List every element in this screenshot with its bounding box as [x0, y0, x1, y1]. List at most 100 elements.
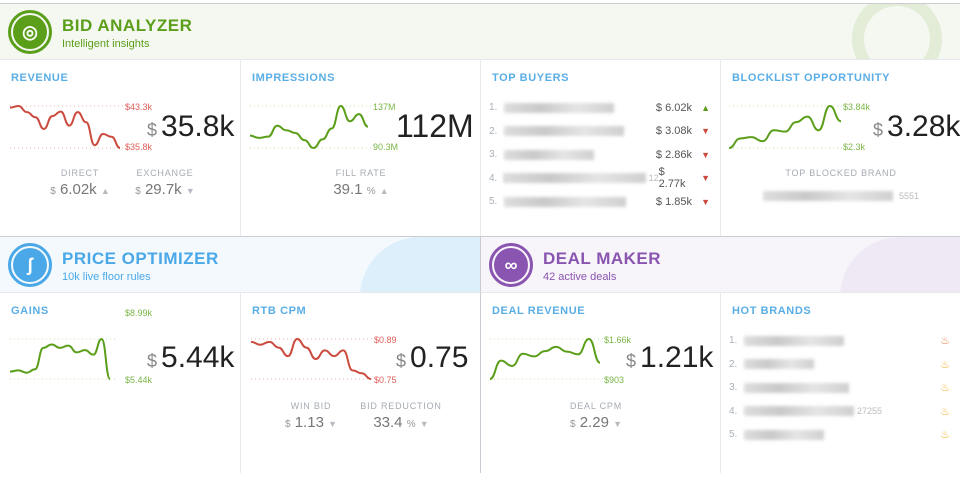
deal-revenue-sparkline [489, 337, 608, 380]
buyer-amount: $ 2.77k [658, 166, 686, 191]
buyer-name-redacted [504, 126, 624, 137]
brand-rank: 4. [729, 405, 738, 417]
buyer-row[interactable]: 5. $ 1.85k ▼ [489, 190, 710, 214]
gains-min: $5.44k [125, 375, 153, 385]
blocklist-min: $2.3k [843, 142, 866, 152]
deal-revenue-value: $1.21k [626, 341, 714, 374]
hot-brands-title: HOT BRANDS [732, 305, 812, 317]
brand-name-redacted [744, 359, 814, 370]
buyer-amount: $ 1.85k [655, 195, 692, 208]
gains-sparkline [9, 337, 118, 380]
buyer-rank: 4. [489, 172, 498, 184]
brand-rank: 1. [729, 335, 738, 347]
impressions-title: IMPRESSIONS [252, 72, 336, 84]
rtb-cpm-sparkline [250, 337, 379, 380]
deal-maker-watermark [840, 237, 960, 292]
direct-stat: DIRECT $ 6.02k ▲ [50, 168, 110, 198]
fire-icon: ♨ [940, 335, 950, 348]
brand-row[interactable]: 2. ♨ [729, 353, 950, 377]
buyer-row[interactable]: 1. $ 6.02k ▲ [489, 96, 710, 120]
top-buyers-list: 1. $ 6.02k ▲ 2. $ 3.08k ▼ 3. $ 2.86k ▼ 4. 12 $ 2.77… [489, 96, 710, 214]
buyer-rank: 5. [489, 196, 498, 208]
bid-analyzer-header: ◎ BID ANALYZER Intelligent insights [0, 3, 960, 60]
bid-analyzer-title: BID ANALYZER [62, 16, 193, 35]
impressions-card: IMPRESSIONS 137M 90.3M 112M FILL RATE 39.… [241, 60, 481, 236]
deal-maker-header: ∞ DEAL MAKER 42 active deals [481, 236, 960, 293]
gains-title: GAINS [11, 305, 49, 317]
brand-row[interactable]: 4. 27255 ♨ [729, 400, 950, 424]
revenue-card: REVENUE $43.3k $35.8k $35.8k DIRECT $ 6.0… [0, 60, 241, 236]
revenue-sparkline [9, 104, 128, 149]
fire-icon: ♨ [940, 429, 950, 442]
blocklist-sparkline [728, 104, 849, 149]
sparkline-path [489, 337, 601, 380]
brand-row[interactable]: 3. ♨ [729, 376, 950, 400]
up-arrow-icon: ▲ [379, 186, 389, 196]
sparkline-path [9, 104, 121, 149]
top-buyers-title: TOP BUYERS [492, 72, 570, 84]
buyer-row[interactable]: 3. $ 2.86k ▼ [489, 143, 710, 167]
trend-down-icon: ▼ [701, 173, 710, 184]
price-optimizer-title: PRICE OPTIMIZER [62, 249, 219, 268]
brand-rank: 3. [729, 382, 738, 394]
buyer-name-redacted [503, 173, 646, 184]
rtb-cpm-max: $0.89 [374, 335, 397, 345]
up-arrow-icon: ▲ [100, 186, 110, 196]
sparkline-path [728, 104, 842, 149]
top-buyers-card: TOP BUYERS 1. $ 6.02k ▲ 2. $ 3.08k ▼ 3. $ 2.86k… [481, 60, 721, 236]
buyer-rank: 3. [489, 149, 498, 161]
hot-brands-card: HOT BRANDS 1. ♨ 2. ♨ 3. ♨ 4. 27255 ♨ 5. ♨ [721, 293, 960, 473]
buyer-name-redacted [504, 102, 614, 113]
deal-revenue-min: $903 [604, 375, 625, 385]
sparkline-path [9, 337, 111, 380]
buyer-amount: $ 2.86k [655, 148, 692, 161]
blocklist-max: $3.84k [843, 102, 871, 112]
rtb-cpm-value: $0.75 [396, 341, 469, 374]
exchange-stat: EXCHANGE $ 29.7k ▼ [135, 168, 195, 198]
top-blocked-brand: TOP BLOCKED BRAND 5551 [741, 168, 941, 208]
sparkline-path [249, 104, 369, 150]
down-arrow-icon: ▼ [185, 186, 195, 196]
fill-rate-stat: FILL RATE 39.1 % ▲ [333, 168, 389, 198]
bid-reduction-stat: BID REDUCTION 33.4 % ▼ [360, 401, 442, 431]
down-arrow-icon: ▼ [328, 419, 338, 429]
revenue-title: REVENUE [11, 72, 69, 84]
brand-row[interactable]: 1. ♨ [729, 329, 950, 353]
rtb-cpm-card: RTB CPM $0.89 $0.75 $0.75 WIN BID $ 1.13 … [241, 293, 481, 473]
impressions-sparkline [249, 104, 376, 150]
rtb-cpm-title: RTB CPM [252, 305, 307, 317]
brand-suffix: 27255 [857, 406, 883, 417]
trend-up-icon: ▲ [701, 102, 710, 113]
brand-rank: 2. [729, 358, 738, 370]
brand-name-redacted [744, 429, 824, 440]
buyer-amount: $ 6.02k [655, 101, 692, 114]
gains-value: $5.44k [147, 341, 235, 374]
deal-maker-logo-icon: ∞ [489, 243, 533, 287]
buyer-name-redacted [504, 196, 626, 207]
deal-revenue-card: DEAL REVENUE $1.66k $903 $1.21k DEAL CPM… [481, 293, 721, 473]
gains-card: GAINS $8.99k $5.44k $5.44k [0, 293, 241, 473]
buyer-row[interactable]: 4. 12 $ 2.77k ▼ [489, 166, 710, 191]
deal-cpm-stat: DEAL CPM $ 2.29 ▼ [569, 401, 623, 431]
bid-analyzer-watermark-icon [852, 4, 942, 59]
fire-icon: ♨ [940, 382, 950, 395]
revenue-max: $43.3k [125, 102, 153, 112]
blocklist-value: $3.28k [873, 110, 960, 143]
brand-rank: 5. [729, 429, 738, 441]
fire-icon: ♨ [940, 405, 950, 418]
rtb-cpm-min: $0.75 [374, 375, 397, 385]
deal-maker-subtitle: 42 active deals [543, 271, 617, 283]
blocklist-card: BLOCKLIST OPPORTUNITY $3.84k $2.3k $3.28… [721, 60, 960, 236]
brand-name-redacted [744, 335, 844, 346]
impressions-min: 90.3M [373, 142, 399, 152]
price-optimizer-logo-icon: ʃ [8, 243, 52, 287]
buyer-rank: 1. [489, 102, 498, 114]
brand-row[interactable]: 5. ♨ [729, 423, 950, 447]
price-optimizer-subtitle: 10k live floor rules [62, 271, 151, 283]
buyer-amount: $ 3.08k [655, 125, 692, 138]
buyer-row[interactable]: 2. $ 3.08k ▼ [489, 120, 710, 144]
down-arrow-icon: ▼ [613, 419, 623, 429]
impressions-value: 112M [396, 108, 474, 144]
impressions-max: 137M [373, 102, 396, 112]
price-optimizer-header: ʃ PRICE OPTIMIZER 10k live floor rules [0, 236, 481, 293]
